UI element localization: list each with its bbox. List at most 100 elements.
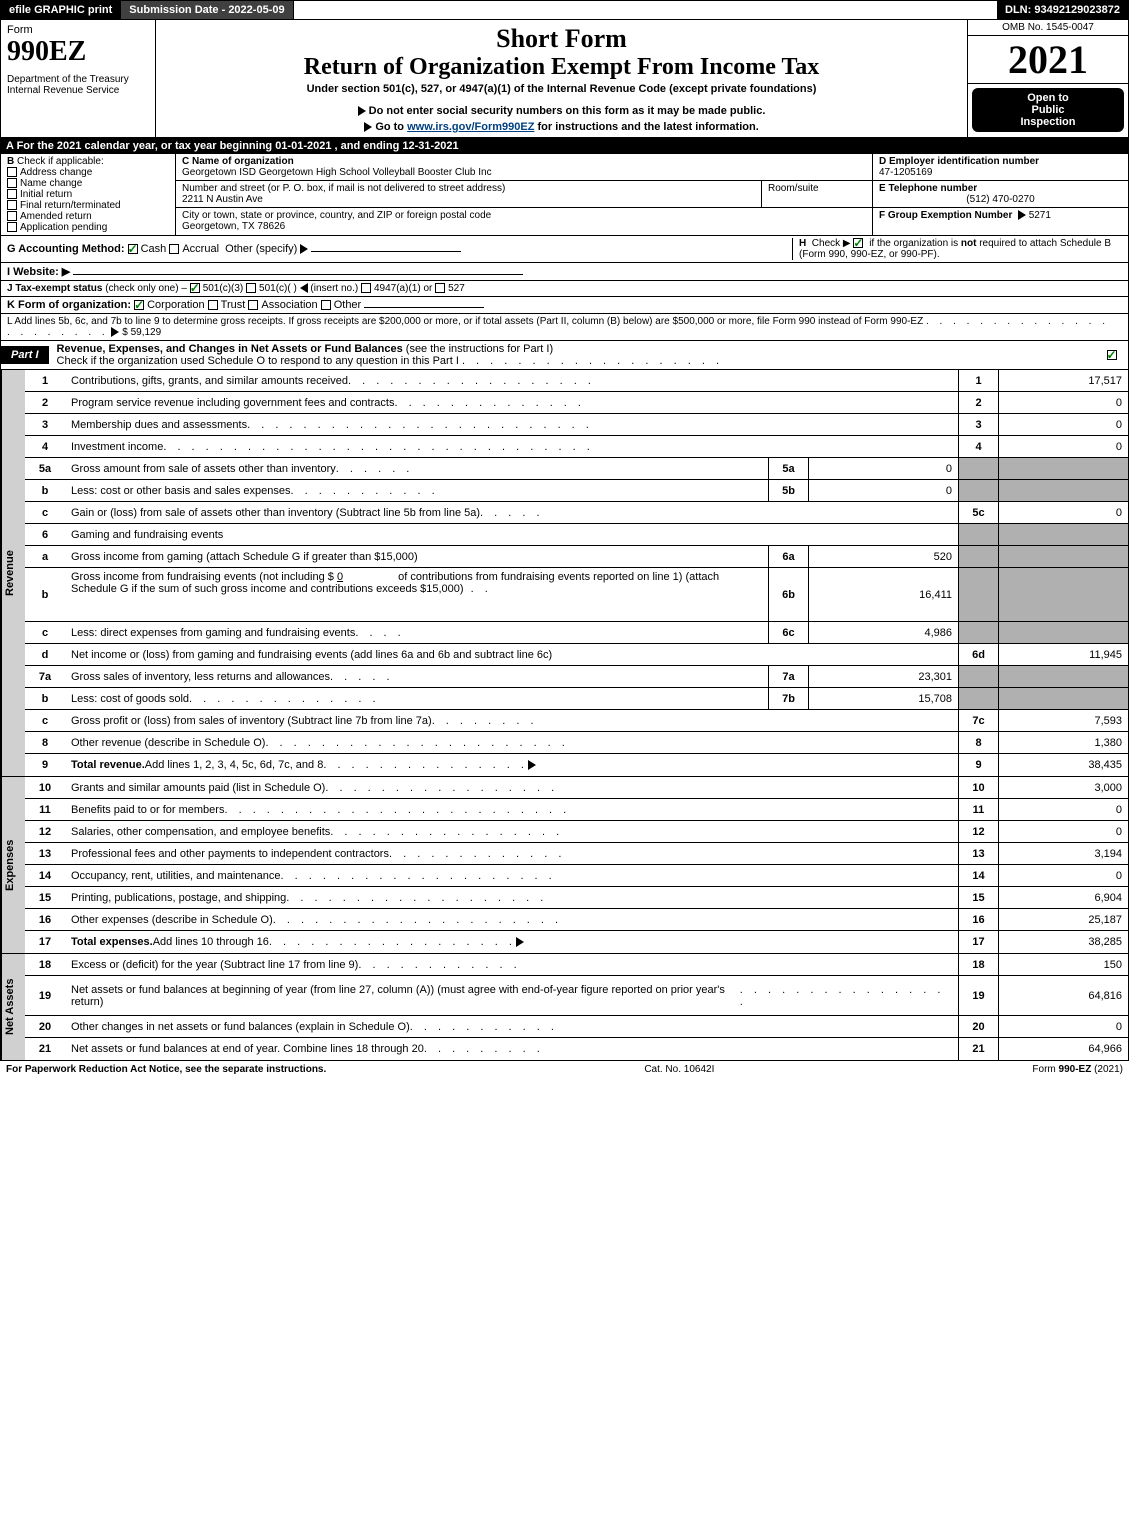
- arrow-icon: [1018, 210, 1026, 220]
- row-j: J Tax-exempt status (check only one) ‒ 5…: [0, 281, 1129, 297]
- revenue-side-label: Revenue: [1, 370, 25, 776]
- part1-header: Part I Revenue, Expenses, and Changes in…: [0, 341, 1129, 370]
- line-6c-value: 4,986: [808, 622, 958, 643]
- checkbox-501c3[interactable]: [190, 283, 200, 293]
- section-bcdef: B Check if applicable: Address change Na…: [0, 154, 1129, 236]
- checkbox-amended-return[interactable]: [7, 211, 17, 221]
- line-1-value: 17,517: [998, 370, 1128, 391]
- footer-left: For Paperwork Reduction Act Notice, see …: [6, 1064, 326, 1075]
- col-def: D Employer identification number47-12051…: [873, 154, 1128, 235]
- row-l: L Add lines 5b, 6c, and 7b to line 9 to …: [0, 314, 1129, 341]
- line-3-value: 0: [998, 414, 1128, 435]
- line-6b-value: 16,411: [808, 568, 958, 621]
- checkbox-trust[interactable]: [208, 300, 218, 310]
- checkbox-name-change[interactable]: [7, 178, 17, 188]
- form-number: 990EZ: [7, 36, 149, 68]
- form-word: Form: [7, 24, 149, 36]
- footer: For Paperwork Reduction Act Notice, see …: [0, 1061, 1129, 1078]
- city-state-zip: Georgetown, TX 78626: [182, 221, 285, 232]
- line-8-value: 1,380: [998, 732, 1128, 753]
- checkbox-final-return[interactable]: [7, 200, 17, 210]
- room-suite: Room/suite: [762, 181, 872, 207]
- omb-number: OMB No. 1545-0047: [968, 20, 1128, 36]
- checkbox-schedule-o[interactable]: [1107, 350, 1117, 360]
- street-address: 2211 N Austin Ave: [182, 194, 263, 205]
- footer-cat: Cat. No. 10642I: [644, 1064, 714, 1075]
- line-14-value: 0: [998, 865, 1128, 886]
- line-18-value: 150: [998, 954, 1128, 975]
- checkbox-corporation[interactable]: [134, 300, 144, 310]
- inspection-label-2: Public: [982, 104, 1114, 116]
- netassets-side-label: Net Assets: [1, 954, 25, 1060]
- tax-year: 2021: [968, 36, 1128, 84]
- line-7b-value: 15,708: [808, 688, 958, 709]
- row-i: I Website: ▶: [0, 263, 1129, 281]
- line-12-value: 0: [998, 821, 1128, 842]
- col-c: C Name of organization Georgetown ISD Ge…: [176, 154, 873, 235]
- topbar: efile GRAPHIC print Submission Date - 20…: [0, 0, 1129, 20]
- line-7a-value: 23,301: [808, 666, 958, 687]
- line-10-value: 3,000: [998, 777, 1128, 798]
- line-9-label: Total revenue.: [71, 759, 145, 771]
- line-4-value: 0: [998, 436, 1128, 457]
- line-5c-value: 0: [998, 502, 1128, 523]
- checkbox-cash[interactable]: [128, 244, 138, 254]
- line-6d-value: 11,945: [998, 644, 1128, 665]
- line-15-value: 6,904: [998, 887, 1128, 908]
- form-header: Form 990EZ Department of the Treasury In…: [0, 20, 1129, 138]
- footer-right: Form 990-EZ (2021): [1032, 1064, 1123, 1075]
- line-2-value: 0: [998, 392, 1128, 413]
- checkbox-other[interactable]: [321, 300, 331, 310]
- line-19-value: 64,816: [998, 976, 1128, 1015]
- expenses-section: Expenses 10Grants and similar amounts pa…: [0, 777, 1129, 954]
- checkbox-4947[interactable]: [361, 283, 371, 293]
- col-b: B Check if applicable: Address change Na…: [1, 154, 176, 235]
- dln: DLN: 93492129023872: [997, 1, 1128, 19]
- arrow-icon: [358, 106, 366, 116]
- line-7c-value: 7,593: [998, 710, 1128, 731]
- netassets-section: Net Assets 18Excess or (deficit) for the…: [0, 954, 1129, 1061]
- line-a-period: A For the 2021 calendar year, or tax yea…: [0, 138, 1129, 154]
- efile-label[interactable]: efile GRAPHIC print: [1, 1, 121, 19]
- ein: 47-1205169: [879, 167, 932, 178]
- revenue-section: Revenue 1Contributions, gifts, grants, a…: [0, 370, 1129, 777]
- arrow-icon: [516, 937, 524, 947]
- checkbox-accrual[interactable]: [169, 244, 179, 254]
- line-6a-value: 520: [808, 546, 958, 567]
- line-11-value: 0: [998, 799, 1128, 820]
- submission-date: Submission Date - 2022-05-09: [121, 1, 293, 19]
- arrow-icon: [528, 760, 536, 770]
- note-ssn: Do not enter social security numbers on …: [369, 105, 766, 117]
- part1-badge: Part I: [1, 346, 49, 364]
- checkbox-address-change[interactable]: [7, 167, 17, 177]
- line-17-value: 38,285: [998, 931, 1128, 953]
- arrow-icon: [300, 244, 308, 254]
- arrow-icon: [364, 122, 372, 132]
- subtitle: Under section 501(c), 527, or 4947(a)(1)…: [162, 83, 961, 95]
- expenses-side-label: Expenses: [1, 777, 25, 953]
- title-main: Return of Organization Exempt From Incom…: [162, 54, 961, 81]
- website-input[interactable]: [73, 274, 523, 275]
- checkbox-527[interactable]: [435, 283, 445, 293]
- inspection-label-1: Open to: [982, 92, 1114, 104]
- checkbox-501c[interactable]: [246, 283, 256, 293]
- checkbox-initial-return[interactable]: [7, 189, 17, 199]
- line-9-value: 38,435: [998, 754, 1128, 776]
- row-k: K Form of organization: Corporation Trus…: [0, 297, 1129, 314]
- checkbox-association[interactable]: [248, 300, 258, 310]
- inspection-label-3: Inspection: [982, 116, 1114, 128]
- dept-label: Department of the Treasury Internal Reve…: [7, 74, 149, 96]
- arrow-icon: [111, 327, 119, 337]
- arrow-left-icon: [300, 283, 308, 293]
- line-5a-value: 0: [808, 458, 958, 479]
- group-exemption: 5271: [1029, 210, 1051, 221]
- line-21-value: 64,966: [998, 1038, 1128, 1060]
- checkbox-application-pending[interactable]: [7, 222, 17, 232]
- telephone: (512) 470-0270: [879, 194, 1122, 205]
- line-5b-value: 0: [808, 480, 958, 501]
- org-name: Georgetown ISD Georgetown High School Vo…: [182, 167, 492, 178]
- line-17-label: Total expenses.: [71, 936, 153, 948]
- title-top: Short Form: [162, 24, 961, 54]
- irs-link[interactable]: www.irs.gov/Form990EZ: [407, 121, 534, 133]
- checkbox-h[interactable]: [853, 238, 863, 248]
